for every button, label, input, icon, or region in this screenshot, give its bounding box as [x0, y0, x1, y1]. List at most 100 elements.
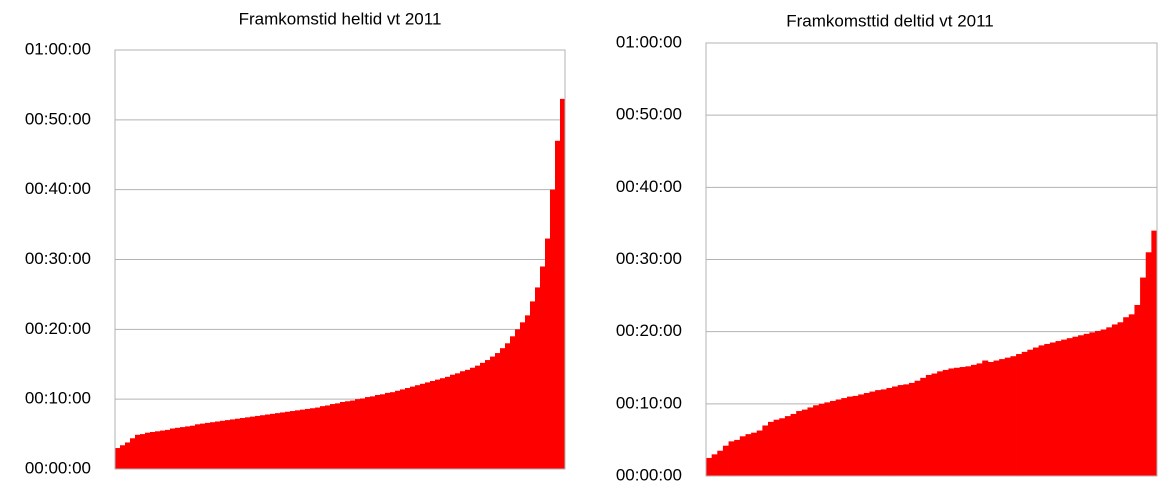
bar [903, 384, 910, 476]
bar [1004, 357, 1011, 476]
bar [240, 418, 246, 469]
bar [460, 371, 466, 469]
bar [1123, 317, 1130, 476]
bar [440, 378, 446, 469]
bar [711, 454, 718, 476]
bar [140, 434, 146, 469]
bar [315, 407, 321, 469]
bar [948, 368, 955, 476]
bar [1066, 338, 1073, 476]
bar [987, 361, 994, 476]
bar [430, 381, 436, 469]
bar [717, 450, 724, 476]
bar [175, 427, 181, 469]
bar [200, 423, 206, 469]
bar [1106, 327, 1113, 476]
y-tick-label: 00:00:00 [25, 458, 91, 477]
bar [813, 405, 820, 476]
bar [824, 402, 831, 476]
bar [250, 416, 256, 469]
bar [345, 401, 351, 469]
bar [779, 418, 786, 476]
bar [1038, 345, 1045, 476]
bar [295, 410, 301, 469]
bar [500, 348, 506, 469]
bar [835, 399, 842, 476]
bar [762, 425, 769, 476]
bar [550, 189, 556, 469]
bar [325, 405, 331, 469]
bar [959, 367, 966, 476]
y-tick-label: 00:40:00 [25, 179, 91, 198]
bar [734, 439, 741, 476]
y-tick-label: 01:00:00 [616, 32, 682, 51]
bar [931, 373, 938, 476]
bar [892, 386, 899, 476]
y-tick-label: 00:30:00 [25, 249, 91, 268]
bar [993, 360, 1000, 476]
bar [784, 416, 791, 476]
bar [756, 430, 763, 476]
bar [495, 353, 501, 469]
bar [768, 421, 775, 476]
bar [365, 397, 371, 469]
bar [125, 442, 131, 469]
bar [999, 359, 1006, 476]
bar [954, 367, 961, 476]
bar [739, 436, 746, 476]
bar [270, 413, 276, 469]
plot-frame [705, 42, 1158, 477]
bar [395, 390, 401, 469]
bar [245, 417, 251, 469]
bar [195, 424, 201, 469]
bar [852, 395, 859, 476]
bar [275, 413, 281, 469]
bar [830, 400, 837, 476]
bar [470, 367, 476, 469]
bar [897, 385, 904, 476]
bar [120, 445, 126, 469]
bar [1117, 322, 1124, 476]
bar [235, 418, 241, 469]
bar [1010, 356, 1017, 476]
bar [540, 266, 546, 469]
bar [455, 373, 461, 469]
bar [185, 426, 191, 469]
bar [480, 362, 486, 469]
bar [1027, 349, 1034, 476]
bar [790, 413, 797, 476]
bar [745, 434, 752, 476]
bar [280, 412, 286, 469]
chart-title: Framkomsttid deltid vt 2011 [786, 11, 994, 30]
bar [965, 366, 972, 476]
bar [1055, 341, 1062, 476]
bar [908, 382, 915, 476]
bar [525, 315, 531, 469]
bar [858, 394, 865, 476]
bar [490, 356, 496, 469]
bar [380, 394, 386, 469]
bar [1089, 332, 1096, 476]
bar [751, 432, 758, 476]
bar [1078, 335, 1085, 476]
bar [335, 403, 341, 469]
bar [545, 238, 551, 469]
bar [510, 336, 516, 469]
bar [485, 360, 491, 469]
bar [330, 404, 336, 469]
bar [937, 371, 944, 476]
bar [145, 432, 151, 469]
bar [555, 140, 561, 470]
bar [801, 409, 808, 476]
y-tick-label: 00:20:00 [616, 321, 682, 340]
y-tick-label: 01:00:00 [25, 39, 91, 58]
bar [1145, 252, 1152, 476]
bar [722, 445, 729, 476]
bar [515, 329, 521, 469]
bar [150, 431, 156, 469]
bar [400, 389, 406, 469]
bar [1140, 277, 1147, 476]
bar [420, 383, 426, 469]
bar [435, 379, 441, 469]
